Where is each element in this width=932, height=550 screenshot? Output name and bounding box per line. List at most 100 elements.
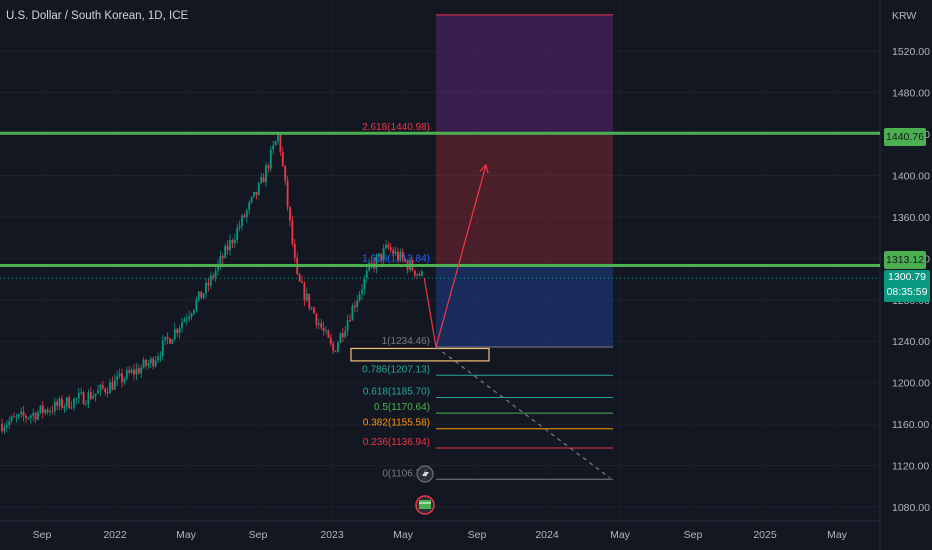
candle-body: [382, 248, 385, 260]
candle-body: [255, 191, 258, 195]
candle-body: [195, 299, 198, 310]
candle-body: [92, 395, 95, 399]
candle-body: [325, 330, 327, 332]
candle-body: [111, 382, 114, 390]
x-tick-label: Sep: [249, 529, 268, 541]
x-tick-label: Sep: [468, 529, 487, 541]
candle-body: [80, 392, 83, 394]
candle-body: [219, 256, 222, 264]
candle-body: [339, 333, 342, 343]
candle-body: [101, 385, 104, 389]
candle-body: [387, 244, 390, 248]
candle-body: [159, 355, 162, 357]
y-tick-label: 1240.00: [892, 336, 930, 348]
candle-body: [279, 134, 282, 152]
candle-body: [10, 416, 13, 422]
candle-body: [178, 327, 181, 333]
candle-body: [370, 262, 373, 264]
lightning-glyph: [422, 468, 429, 481]
x-tick-label: Sep: [33, 529, 52, 541]
candle-body: [253, 191, 255, 198]
candle-body: [377, 253, 380, 257]
candle-body: [39, 405, 42, 413]
candle-body: [97, 390, 99, 394]
candle-body: [137, 368, 140, 374]
candle-body: [317, 323, 320, 325]
candle-body: [277, 134, 279, 142]
candle-body: [329, 337, 332, 344]
candle-body: [65, 397, 68, 407]
candle-body: [209, 275, 212, 286]
candle-body: [8, 421, 11, 426]
candle-body: [183, 319, 186, 323]
candle-body: [238, 226, 241, 228]
candle-body: [49, 410, 51, 413]
candle-body: [385, 244, 387, 249]
fib-label: 0(1106.77): [382, 468, 430, 479]
chart-icons[interactable]: [415, 465, 435, 515]
y-tick-label: 1120.00: [892, 461, 929, 473]
candle-body: [5, 425, 8, 428]
x-tick-label: 2024: [535, 529, 559, 541]
candle-body: [231, 240, 234, 244]
candle-body: [341, 333, 344, 337]
candle-body: [152, 358, 155, 367]
candle-body: [63, 406, 66, 409]
price-candles: [1, 132, 423, 435]
candle-body: [147, 363, 150, 366]
candle-body: [135, 368, 138, 375]
time-axis[interactable]: Sep 2022 May Sep 2023 May Sep 2024 May Sep 2025 May: [33, 529, 848, 541]
candle-body: [22, 411, 25, 416]
candle-body: [85, 403, 87, 405]
candle-body: [358, 294, 361, 301]
candle-body: [157, 356, 159, 361]
candle-body: [56, 401, 59, 406]
projection-down-line: [423, 277, 437, 348]
fib-zones: [436, 14, 613, 347]
candle-body: [351, 305, 354, 321]
level-badge-high: 1440.76: [884, 128, 926, 146]
candle-body: [58, 398, 61, 406]
candle-body: [349, 320, 351, 322]
candle-body: [118, 373, 121, 376]
candle-body: [197, 291, 200, 300]
fib-label: 0.5(1170.64): [374, 402, 430, 413]
candle-body: [125, 370, 128, 379]
candle-body: [188, 316, 191, 319]
candle-body: [142, 359, 145, 368]
candle-body: [207, 282, 210, 286]
candle-body: [291, 220, 294, 244]
fib-label: 0.786(1207.13): [362, 364, 430, 375]
horizontal-levels[interactable]: [0, 131, 880, 279]
candle-body: [145, 359, 147, 366]
candle-body: [315, 313, 318, 325]
candle-body: [257, 183, 260, 195]
candle-body: [3, 427, 6, 432]
candle-body: [51, 410, 54, 412]
candle-body: [13, 416, 15, 418]
projection-annotations[interactable]: [423, 163, 489, 348]
x-tick-label: 2023: [320, 529, 344, 541]
fib-label: 0.382(1155.58): [363, 418, 430, 429]
candle-body: [109, 382, 111, 394]
candle-body: [17, 414, 20, 417]
level-badge-mid: 1313.12: [884, 251, 926, 269]
candle-body: [269, 149, 272, 169]
x-tick-label: Sep: [684, 529, 703, 541]
candle-body: [389, 247, 392, 250]
candle-body: [229, 240, 231, 251]
candle-body: [380, 253, 383, 260]
candle-body: [245, 210, 248, 218]
candle-body: [404, 258, 407, 262]
candle-body: [320, 323, 323, 328]
candle-body: [413, 270, 416, 276]
fib-highlight-box: [350, 347, 490, 362]
candle-body: [128, 370, 131, 373]
candle-body: [200, 291, 203, 299]
candle-body: [193, 309, 195, 314]
candle-body: [77, 393, 80, 399]
candle-body: [221, 256, 224, 259]
candle-body: [99, 385, 102, 391]
candle-body: [313, 307, 315, 314]
